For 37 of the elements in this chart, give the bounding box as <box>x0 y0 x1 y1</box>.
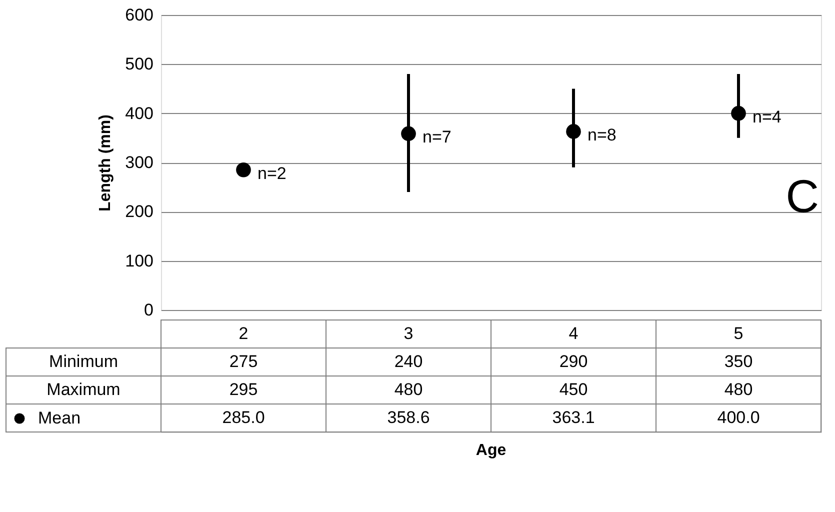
x-tick-label: 5 <box>734 324 744 343</box>
text: 275 <box>229 352 258 371</box>
x-tick-label: 2 <box>238 324 248 343</box>
y-tick-label: 300 <box>125 153 154 172</box>
y-axis-title: Length (mm) <box>97 114 114 212</box>
point <box>401 126 416 142</box>
text: Maximum <box>46 380 120 399</box>
y-tick-label: 600 <box>125 6 154 24</box>
text: 290 <box>559 352 588 371</box>
annotation: n=7 <box>422 128 452 147</box>
text: Minimum <box>49 352 118 371</box>
y-tick-label: 0 <box>144 300 154 320</box>
data-label: 358.6 <box>387 408 430 427</box>
y-tick-label: 500 <box>125 54 154 74</box>
annotation: n=2 <box>258 164 286 183</box>
x-tick-label: 3 <box>404 324 414 343</box>
text: 295 <box>229 380 258 399</box>
data-label: 363.1 <box>552 408 595 427</box>
x-tick-label: 4 <box>568 324 578 343</box>
text: 240 <box>394 352 423 371</box>
point <box>566 124 581 139</box>
text: Age <box>476 442 506 459</box>
text: 480 <box>394 380 423 399</box>
y-tick-label: 400 <box>125 104 154 123</box>
point <box>731 106 746 121</box>
data-label: 400.0 <box>717 408 760 427</box>
text: 480 <box>724 380 753 399</box>
annotation: C <box>786 170 819 222</box>
y-tick-label: 200 <box>125 202 154 222</box>
data-label: 285.0 <box>222 408 265 427</box>
y-tick-label: 100 <box>125 251 154 270</box>
text: 350 <box>724 352 753 371</box>
text: 450 <box>559 380 588 399</box>
annotation: n=4 <box>752 107 782 126</box>
point <box>236 162 251 178</box>
annotation: n=8 <box>588 125 616 144</box>
legend-label: Mean <box>38 408 81 428</box>
